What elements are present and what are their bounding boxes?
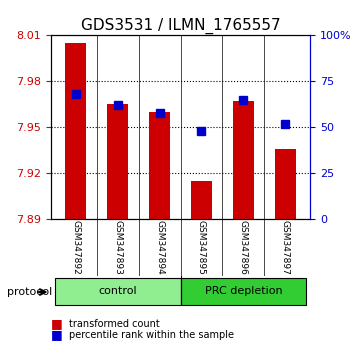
Bar	[107, 104, 128, 219]
Text: GSM347896: GSM347896	[239, 220, 248, 275]
Text: PRC depletion: PRC depletion	[205, 286, 282, 296]
FancyBboxPatch shape	[180, 278, 306, 305]
Bar	[65, 43, 86, 219]
Text: transformed count: transformed count	[69, 319, 159, 329]
Text: protocol: protocol	[7, 287, 52, 297]
Text: GSM347897: GSM347897	[281, 220, 290, 275]
Text: GSM347894: GSM347894	[155, 221, 164, 275]
Bar	[149, 112, 170, 219]
Text: GSM347893: GSM347893	[113, 220, 122, 275]
Text: ■: ■	[51, 328, 62, 341]
Text: control: control	[98, 286, 137, 296]
Bar	[233, 101, 254, 219]
Bar	[191, 181, 212, 219]
Bar	[275, 149, 296, 219]
Text: ■: ■	[51, 318, 62, 330]
Text: GSM347892: GSM347892	[71, 221, 80, 275]
Title: GDS3531 / ILMN_1765557: GDS3531 / ILMN_1765557	[81, 18, 280, 34]
FancyBboxPatch shape	[55, 278, 180, 305]
Text: percentile rank within the sample: percentile rank within the sample	[69, 330, 234, 339]
Text: GSM347895: GSM347895	[197, 220, 206, 275]
